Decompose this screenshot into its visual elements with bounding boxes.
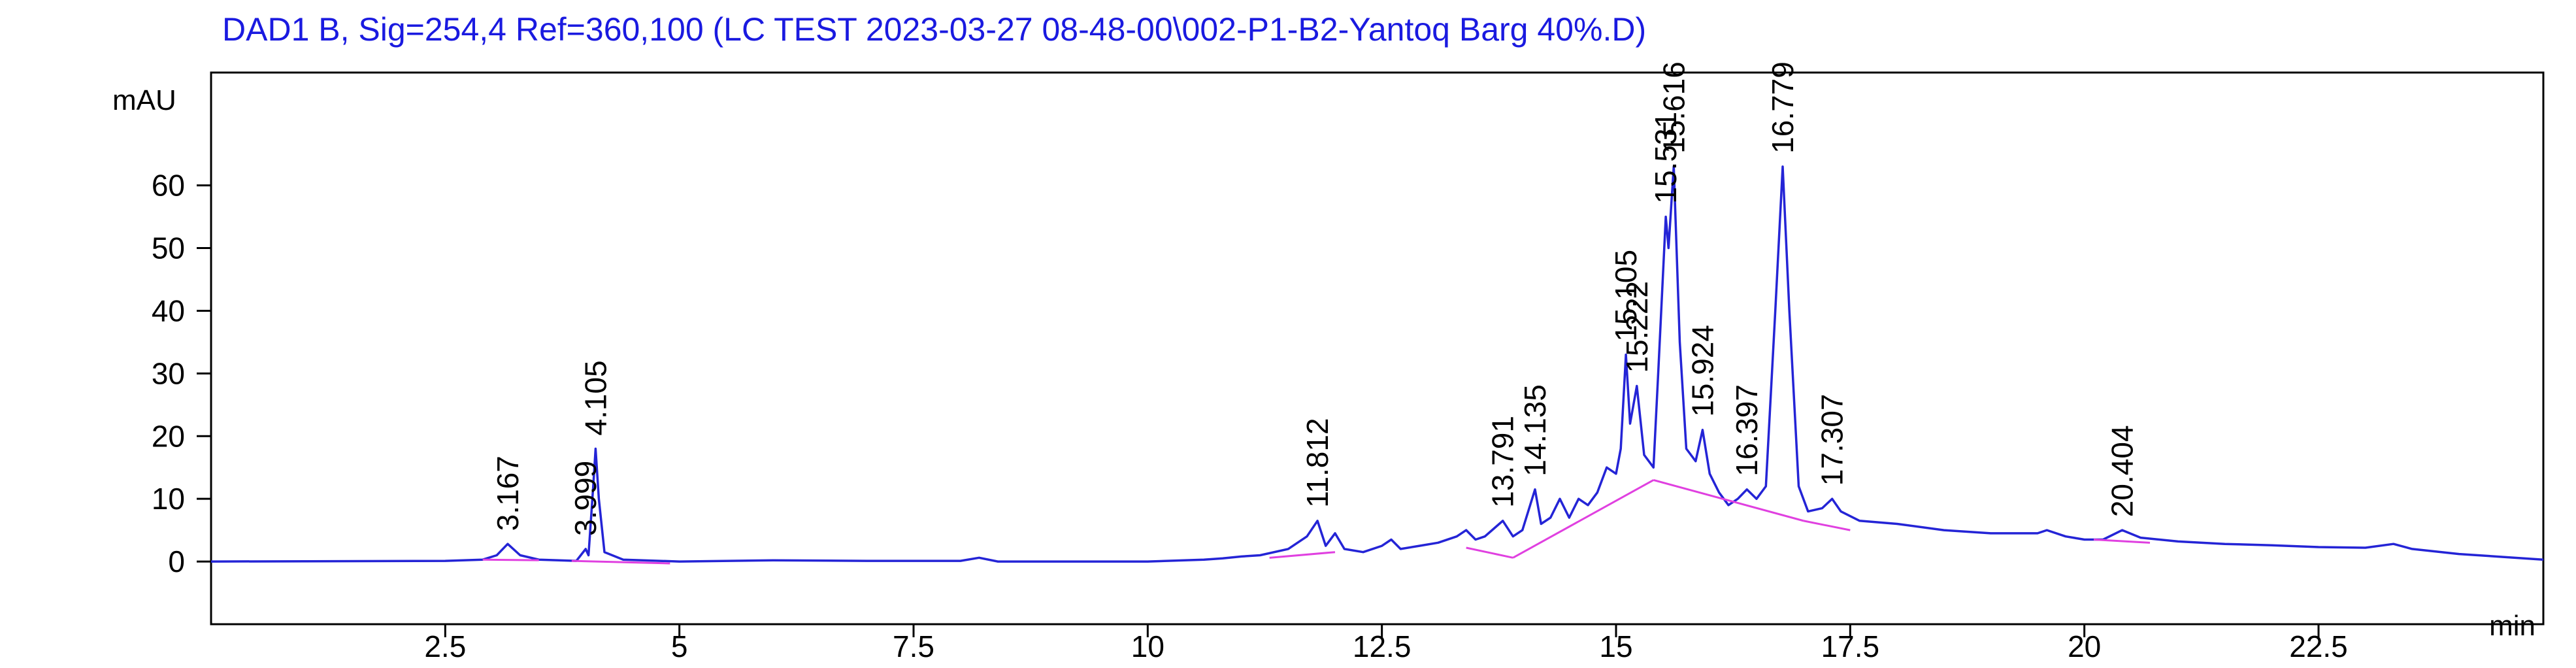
peak-label: 15.616: [1657, 61, 1691, 154]
peak-label: 15.531: [1649, 112, 1683, 204]
peak-label: 3.999: [569, 461, 603, 536]
peak-label: 3.167: [491, 456, 525, 531]
peak-label: 15.222: [1620, 281, 1654, 373]
peak-label: 13.791: [1486, 416, 1520, 508]
y-tick-label: 0: [168, 544, 185, 578]
x-tick-label: 7.5: [893, 629, 934, 663]
x-tick-label: 22.5: [2289, 629, 2348, 663]
peak-label: 15.924: [1685, 325, 1719, 417]
peak-label: 16.779: [1766, 61, 1800, 154]
integration-baseline: [571, 559, 670, 565]
x-tick-label: 15: [1599, 629, 1632, 663]
peak-label: 16.397: [1730, 384, 1764, 476]
x-tick-label: 12.5: [1353, 629, 1412, 663]
x-tick-label: 5: [671, 629, 688, 663]
x-tick-label: 2.5: [424, 629, 466, 663]
y-tick-label: 40: [152, 293, 185, 327]
peak-label: 15.105: [1609, 250, 1643, 342]
peak-label: 14.135: [1518, 384, 1552, 476]
y-tick-label: 60: [152, 169, 185, 203]
integration-baseline: [1803, 520, 1851, 531]
integration-baseline: [1269, 551, 1336, 559]
y-tick-label: 20: [152, 419, 185, 453]
y-tick-label: 30: [152, 356, 185, 390]
integration-baseline: [1466, 546, 1513, 559]
y-tick-label: 10: [152, 482, 185, 516]
trace: [210, 165, 2544, 563]
x-tick-label: 10: [1131, 629, 1164, 663]
peak-label: 4.105: [578, 360, 612, 435]
integration-baseline: [1653, 478, 1804, 522]
y-axis-label: mAU: [112, 84, 176, 116]
peak-label: 11.812: [1300, 418, 1334, 507]
integration-baseline: [1512, 479, 1655, 559]
x-tick-label: 20: [2068, 629, 2101, 663]
chart-title: DAD1 B, Sig=254,4 Ref=360,100 (LC TEST 2…: [222, 11, 1646, 48]
integration-baseline: [2093, 539, 2151, 544]
y-tick-label: 50: [152, 231, 185, 265]
plot-frame: [210, 71, 2545, 626]
peak-label: 17.307: [1815, 393, 1849, 486]
x-tick-label: 17.5: [1821, 629, 1880, 663]
integration-baseline: [482, 558, 539, 561]
x-axis-label: min: [2489, 610, 2535, 642]
peak-label: 20.404: [2105, 425, 2139, 517]
